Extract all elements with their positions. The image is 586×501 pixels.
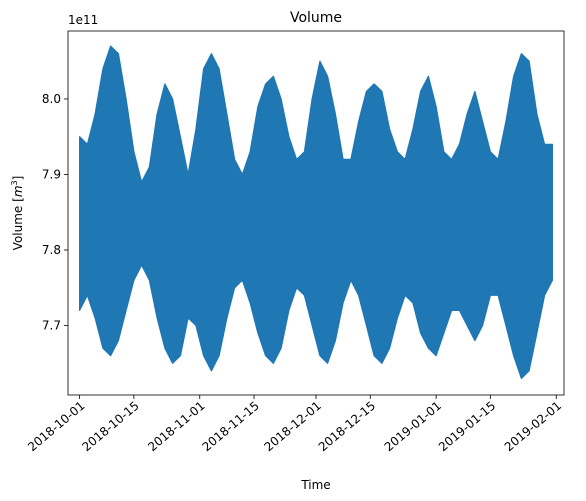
y-axis-label-close: ] bbox=[11, 176, 25, 181]
y-axis-label-unit: m bbox=[11, 185, 25, 197]
chart-title: Volume bbox=[290, 10, 342, 26]
x-axis-label: Time bbox=[300, 478, 330, 492]
y-axis-label-main: Volume [ bbox=[11, 197, 25, 250]
y-axis-label: Volume [m3] bbox=[10, 176, 25, 251]
series-layer bbox=[78, 45, 554, 379]
y-tick-label: 7.8 bbox=[42, 243, 61, 257]
y-axis-label-exponent: 3 bbox=[10, 180, 19, 185]
y-tick-label: 8.0 bbox=[42, 92, 61, 106]
y-offset-label: 1e11 bbox=[68, 13, 98, 27]
plot-frame bbox=[67, 30, 565, 396]
y-tick-label: 7.7 bbox=[42, 319, 61, 333]
series-envelope-0 bbox=[78, 45, 554, 379]
y-tick-label: 7.9 bbox=[42, 167, 61, 181]
